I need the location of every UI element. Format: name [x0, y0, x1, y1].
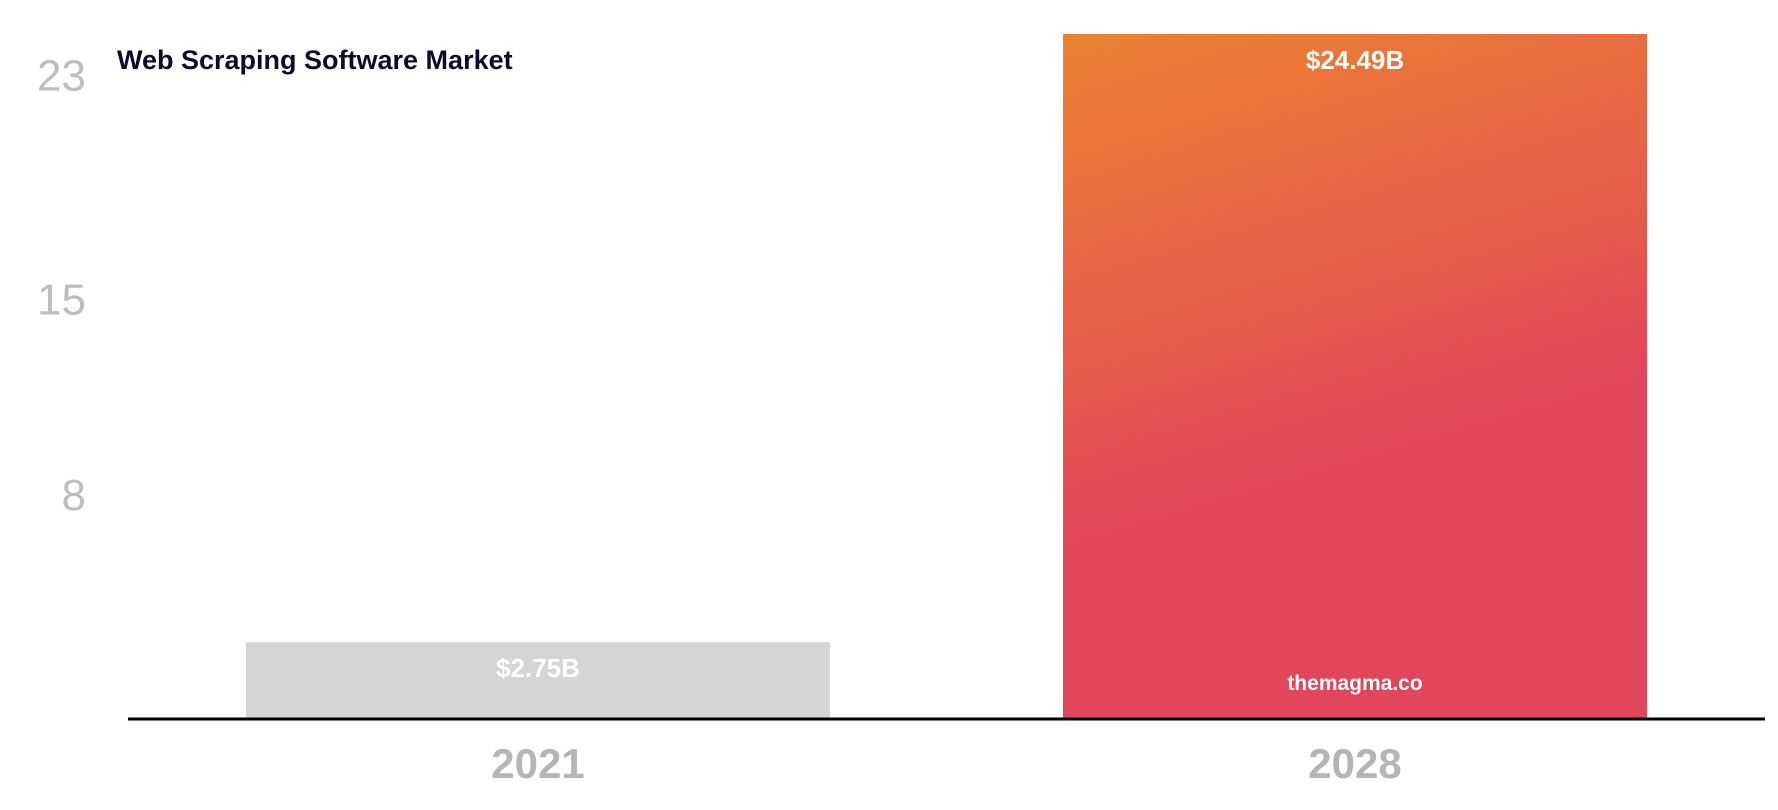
- watermark-text: themagma.co: [1287, 672, 1422, 695]
- bar-2021: [246, 642, 830, 719]
- y-tick-label: 15: [37, 275, 86, 324]
- y-tick-label: 23: [37, 52, 86, 101]
- bars: $2.75B $24.49B themagma.co: [246, 34, 1647, 719]
- x-tick-label-2021: 2021: [491, 740, 584, 787]
- bar-2028: [1063, 34, 1647, 719]
- chart-title: Web Scraping Software Market: [117, 45, 513, 75]
- x-tick-label-2028: 2028: [1308, 740, 1401, 787]
- data-label-2021: $2.75B: [496, 653, 580, 683]
- data-label-2028: $24.49B: [1306, 45, 1404, 75]
- y-tick-label: 8: [62, 471, 86, 520]
- y-axis-ticks: 8 15 23: [37, 52, 86, 521]
- x-axis-ticks: 2021 2028: [491, 740, 1401, 787]
